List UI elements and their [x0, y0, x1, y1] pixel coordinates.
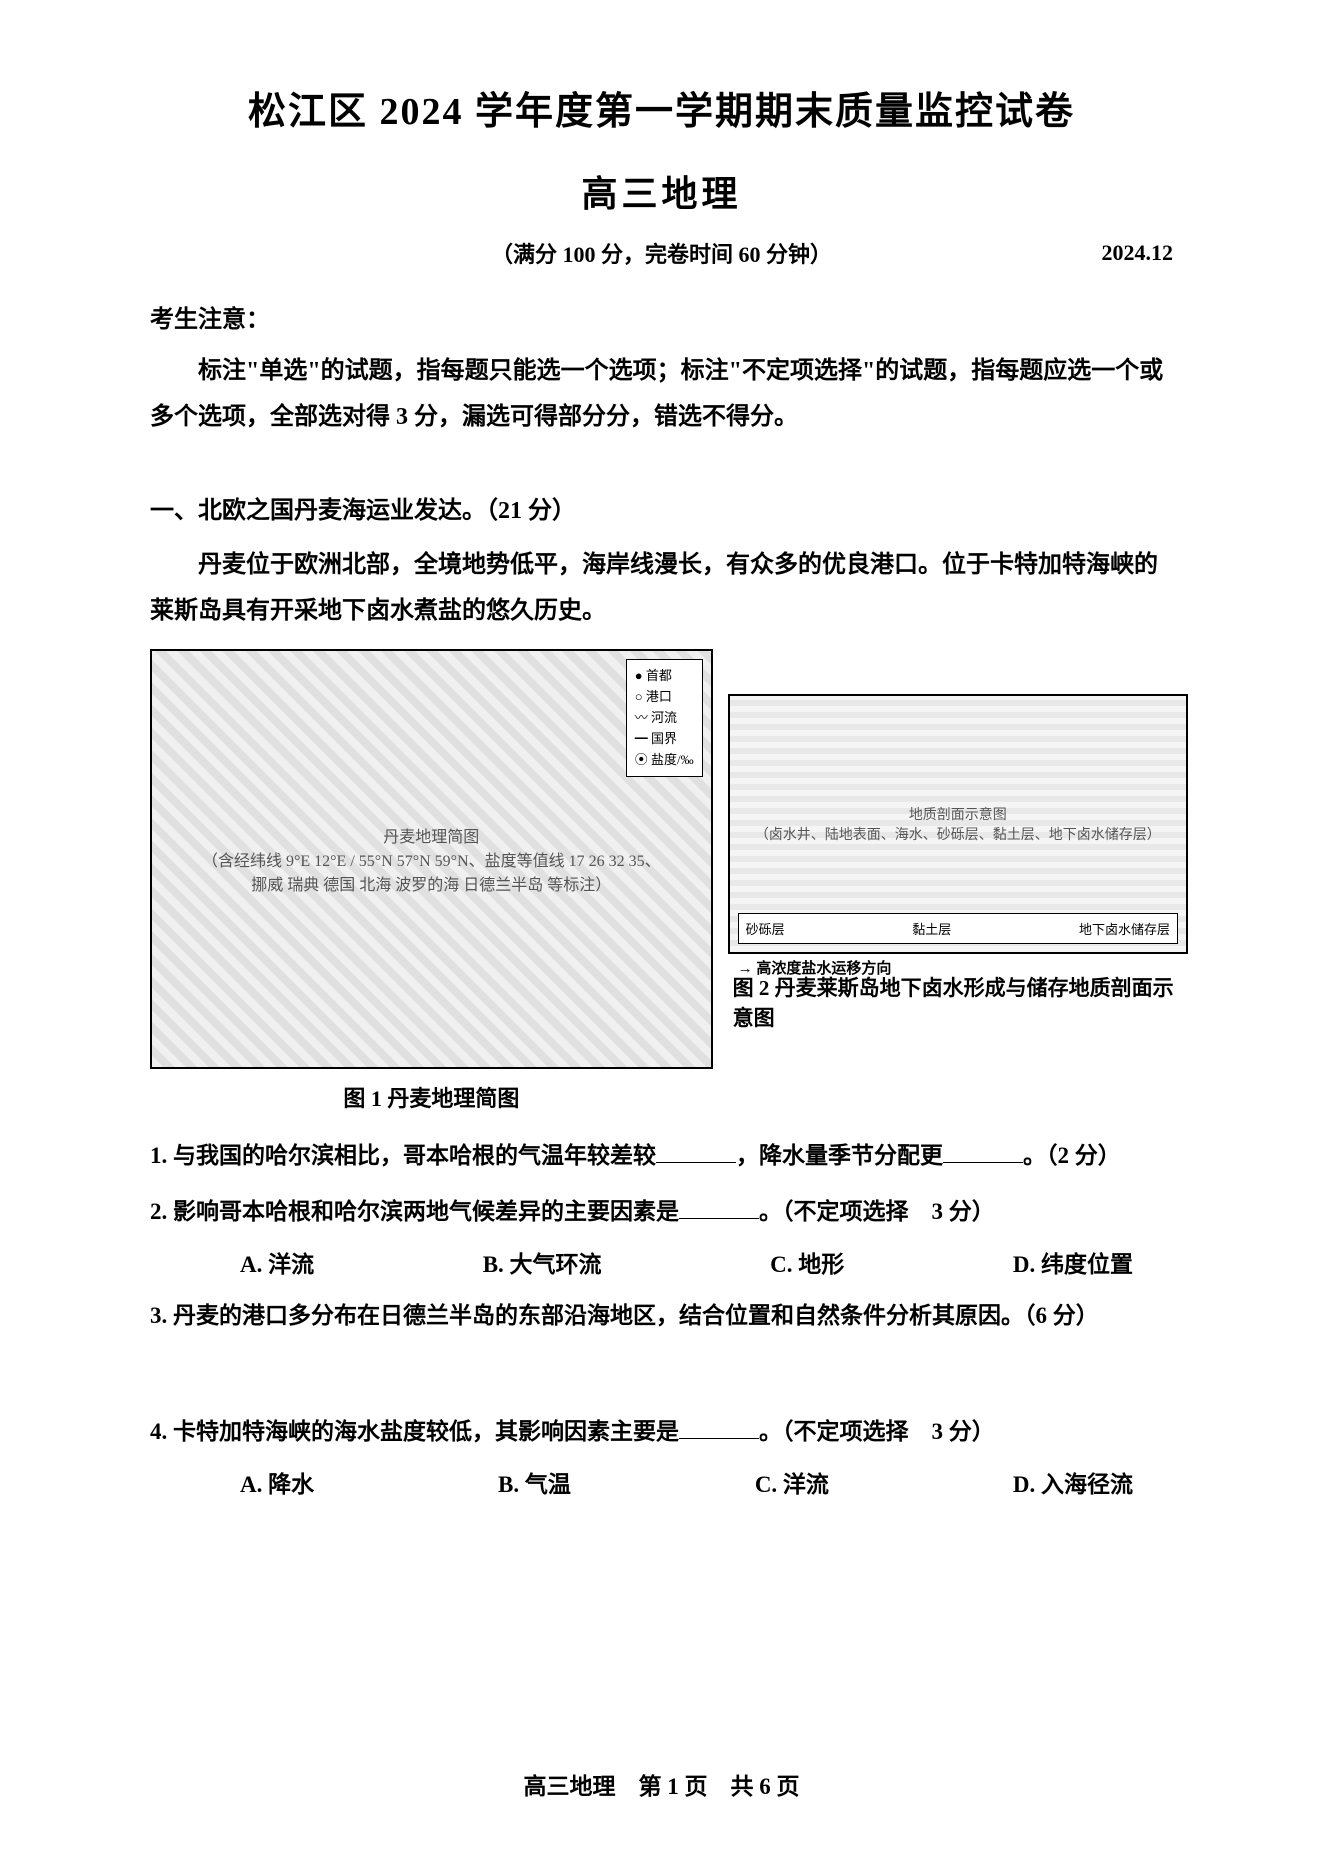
notice-header: 考生注意：	[150, 299, 1173, 334]
q4-option-c: C. 洋流	[755, 1465, 829, 1499]
legend-port: ○ 港口	[635, 687, 694, 708]
figure-2-caption: 图 2 丹麦莱斯岛地下卤水形成与储存地质剖面示意图	[728, 972, 1188, 1032]
figure-1-legend: ● 首都 ○ 港口 〰 河流 ━ 国界 ⦿ 盐度/‰	[626, 659, 703, 777]
legend-border: ━ 国界	[635, 729, 694, 750]
notice-body: 标注"单选"的试题，指每题只能选一个选项；标注"不定项选择"的试题，指每题应选一…	[150, 349, 1173, 440]
q2-option-c: C. 地形	[770, 1245, 844, 1279]
q4-option-b: B. 气温	[498, 1465, 571, 1499]
question-1: 1. 与我国的哈尔滨相比，哥本哈根的气温年较差较 ，降水量季节分配更 。（2 分）	[150, 1133, 1173, 1179]
q1-text-post: 。（2 分）	[1023, 1143, 1121, 1168]
q2-option-a: A. 洋流	[240, 1245, 314, 1279]
figure-2-diagram: 地质剖面示意图 （卤水井、陆地表面、海水、砂砾层、黏土层、地下卤水储存层） 砂砾…	[728, 694, 1188, 954]
q2-option-b: B. 大气环流	[483, 1245, 602, 1279]
figure-1-container: 丹麦地理简图 （含经纬线 9°E 12°E / 55°N 57°N 59°N、盐…	[150, 649, 713, 1113]
figure-2-arrow-label: → 高浓度盐水运移方向	[738, 957, 892, 978]
legend-brine: 地下卤水储存层	[1079, 919, 1170, 938]
q4-text-post: 。（不定项选择 3 分）	[759, 1419, 995, 1444]
q4-option-a: A. 降水	[240, 1465, 314, 1499]
figure-2-container: 地质剖面示意图 （卤水井、陆地表面、海水、砂砾层、黏土层、地下卤水储存层） 砂砾…	[728, 649, 1188, 1113]
figure-1-map: 丹麦地理简图 （含经纬线 9°E 12°E / 55°N 57°N 59°N、盐…	[150, 649, 713, 1069]
exam-date: 2024.12	[1102, 240, 1174, 266]
q4-option-d: D. 入海径流	[1013, 1465, 1133, 1499]
exam-meta-row: （满分 100 分，完卷时间 60 分钟） 2024.12	[150, 237, 1173, 269]
q1-text-pre: 1. 与我国的哈尔滨相比，哥本哈根的气温年较差较	[150, 1143, 656, 1168]
section-1-intro: 丹麦位于欧洲北部，全境地势低平，海岸线漫长，有众多的优良港口。位于卡特加特海峡的…	[150, 543, 1173, 634]
exam-score-time: （满分 100 分，完卷时间 60 分钟）	[491, 237, 832, 269]
q2-blank	[679, 1196, 759, 1219]
question-4-options: A. 降水 B. 气温 C. 洋流 D. 入海径流	[150, 1465, 1173, 1499]
q2-option-d: D. 纬度位置	[1013, 1245, 1133, 1279]
legend-capital: ● 首都	[635, 666, 694, 687]
q1-blank-1	[656, 1140, 736, 1163]
question-3: 3. 丹麦的港口多分布在日德兰半岛的东部沿海地区，结合位置和自然条件分析其原因。…	[150, 1293, 1173, 1339]
figure-1-placeholder-text: 丹麦地理简图 （含经纬线 9°E 12°E / 55°N 57°N 59°N、盐…	[202, 823, 661, 895]
page-footer: 高三地理 第 1 页 共 6 页	[0, 1767, 1323, 1801]
figure-2-placeholder-text: 地质剖面示意图 （卤水井、陆地表面、海水、砂砾层、黏土层、地下卤水储存层）	[755, 804, 1161, 844]
legend-salinity: ⦿ 盐度/‰	[635, 750, 694, 771]
legend-gravel: 砂砾层	[746, 919, 785, 938]
question-4: 4. 卡特加特海峡的海水盐度较低，其影响因素主要是 。（不定项选择 3 分）	[150, 1409, 1173, 1455]
q2-text-pre: 2. 影响哥本哈根和哈尔滨两地气候差异的主要因素是	[150, 1199, 679, 1224]
q4-blank	[679, 1416, 759, 1439]
section-1-title: 一、北欧之国丹麦海运业发达。（21 分）	[150, 490, 1173, 525]
figures-row: 丹麦地理简图 （含经纬线 9°E 12°E / 55°N 57°N 59°N、盐…	[150, 649, 1173, 1113]
exam-title-main: 松江区 2024 学年度第一学期期末质量监控试卷	[150, 80, 1173, 135]
q1-blank-2	[943, 1140, 1023, 1163]
q1-text-mid: ，降水量季节分配更	[736, 1143, 943, 1168]
figure-1-caption: 图 1 丹麦地理简图	[343, 1081, 519, 1113]
figure-2-legend: 砂砾层 黏土层 地下卤水储存层	[738, 913, 1178, 944]
exam-title-sub: 高三地理	[150, 165, 1173, 217]
q4-text-pre: 4. 卡特加特海峡的海水盐度较低，其影响因素主要是	[150, 1419, 679, 1444]
q2-text-post: 。（不定项选择 3 分）	[759, 1199, 995, 1224]
legend-clay: 黏土层	[912, 919, 951, 938]
question-2-options: A. 洋流 B. 大气环流 C. 地形 D. 纬度位置	[150, 1245, 1173, 1279]
legend-river: 〰 河流	[635, 708, 694, 729]
question-2: 2. 影响哥本哈根和哈尔滨两地气候差异的主要因素是 。（不定项选择 3 分）	[150, 1189, 1173, 1235]
